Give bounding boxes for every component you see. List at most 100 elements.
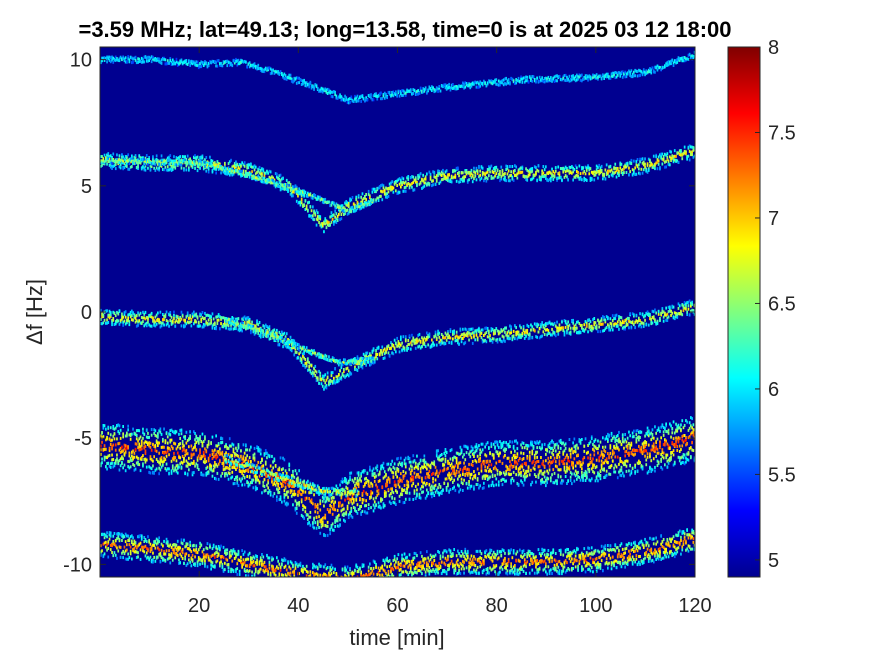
heatmap-cell — [525, 329, 527, 333]
heatmap-cell — [257, 323, 260, 327]
heatmap-cell — [331, 380, 334, 384]
heatmap-cell — [630, 321, 633, 324]
heatmap-cell — [180, 158, 183, 162]
heatmap-cell — [414, 93, 417, 96]
heatmap-cell — [478, 85, 480, 89]
heatmap-cell — [128, 167, 131, 171]
heatmap-cell — [181, 314, 184, 318]
heatmap-cell — [142, 156, 144, 160]
heatmap-cell — [262, 167, 265, 171]
heatmap-cell — [108, 453, 111, 457]
heatmap-cell — [122, 315, 124, 319]
heatmap-cell — [460, 84, 463, 88]
heatmap-cell — [621, 75, 624, 79]
heatmap-cell — [381, 183, 384, 187]
heatmap-cell — [404, 185, 407, 189]
heatmap-cell — [181, 61, 184, 65]
heatmap-cell — [690, 56, 692, 60]
heatmap-cell — [527, 325, 530, 328]
heatmap-cell — [330, 374, 333, 378]
heatmap-cell — [269, 67, 272, 71]
heatmap-cell — [150, 55, 153, 59]
heatmap-cell — [326, 92, 329, 95]
heatmap-cell — [521, 77, 524, 81]
heatmap-cell — [166, 321, 169, 325]
heatmap-cell — [105, 465, 107, 469]
heatmap-cell — [149, 441, 152, 445]
heatmap-cell — [631, 75, 634, 79]
heatmap-cell — [185, 452, 188, 456]
heatmap-cell — [326, 376, 329, 380]
heatmap-cell — [372, 356, 375, 360]
heatmap-cell — [417, 333, 419, 337]
heatmap-cell — [323, 378, 325, 382]
heatmap-cell — [148, 465, 150, 469]
heatmap-cell — [204, 60, 206, 64]
heatmap-cell — [144, 449, 147, 453]
heatmap-cell — [690, 54, 692, 58]
heatmap-cell — [572, 166, 574, 170]
heatmap-cell — [646, 162, 649, 166]
heatmap-cell — [121, 153, 123, 157]
heatmap-cell — [437, 173, 439, 177]
heatmap-cell — [271, 68, 273, 72]
heatmap-cell — [185, 430, 188, 434]
heatmap-cell — [642, 324, 645, 328]
heatmap-cell — [449, 178, 452, 182]
heatmap-cell — [458, 336, 460, 340]
heatmap-cell — [294, 343, 297, 347]
heatmap-cell — [264, 331, 267, 335]
heatmap-cell — [257, 177, 260, 181]
heatmap-cell — [204, 316, 206, 320]
heatmap-cell — [153, 471, 155, 475]
heatmap-cell — [494, 80, 496, 84]
heatmap-cell — [298, 190, 300, 194]
heatmap-cell — [438, 86, 441, 90]
heatmap-cell — [392, 90, 395, 94]
heatmap-cell — [279, 185, 282, 189]
heatmap-cell — [169, 429, 172, 433]
heatmap-cell — [227, 327, 230, 331]
heatmap-cell — [672, 61, 675, 65]
heatmap-cell — [123, 162, 126, 166]
heatmap-cell — [235, 324, 237, 328]
heatmap-cell — [170, 159, 173, 163]
heatmap-cell — [282, 74, 284, 78]
heatmap-cell — [162, 450, 164, 454]
heatmap-cell — [687, 145, 690, 149]
heatmap-cell — [257, 331, 260, 335]
heatmap-cell — [312, 194, 314, 198]
heatmap-cell — [131, 459, 133, 463]
heatmap-cell — [155, 57, 158, 61]
heatmap-cell — [142, 60, 144, 64]
heatmap-cell — [323, 230, 325, 234]
heatmap-cell — [114, 314, 117, 318]
heatmap-cell — [205, 62, 208, 66]
heatmap-cell — [470, 168, 473, 172]
heatmap-cell — [423, 89, 426, 93]
heatmap-cell — [471, 331, 474, 335]
heatmap-cell — [102, 321, 105, 325]
heatmap-cell — [504, 77, 506, 81]
heatmap-cell — [180, 163, 183, 167]
heatmap-cell — [345, 203, 348, 207]
heatmap-cell — [680, 150, 682, 154]
heatmap-cell — [599, 169, 602, 172]
heatmap-cell — [355, 96, 358, 100]
heatmap-cell — [318, 381, 320, 385]
heatmap-cell — [276, 172, 278, 176]
heatmap-cell — [651, 66, 654, 70]
heatmap-cell — [540, 335, 542, 339]
heatmap-cell — [143, 316, 146, 320]
heatmap-cell — [164, 439, 167, 443]
heatmap-cell — [585, 74, 588, 78]
heatmap-cell — [305, 204, 308, 208]
heatmap-cell — [114, 167, 117, 171]
heatmap-cell — [494, 174, 496, 178]
heatmap-cell — [447, 173, 449, 177]
heatmap-cell — [303, 203, 305, 207]
heatmap-cell — [361, 192, 364, 196]
heatmap-cell — [492, 176, 495, 180]
heatmap-cell — [344, 361, 346, 365]
heatmap-cell — [134, 156, 137, 160]
